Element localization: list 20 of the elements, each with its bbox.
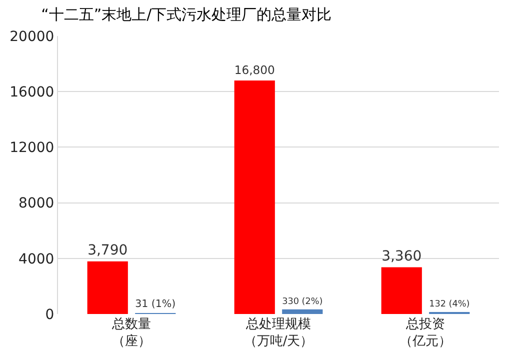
bar bbox=[381, 267, 422, 314]
data-label: 132 (4%) bbox=[429, 299, 470, 310]
y-tick-label: 16000 bbox=[10, 84, 54, 100]
bar bbox=[87, 261, 128, 314]
bar bbox=[282, 309, 323, 314]
x-tick-label: 总数量（座） bbox=[111, 317, 151, 349]
y-tick-label: 4000 bbox=[18, 251, 54, 268]
data-label: 3,790 bbox=[88, 242, 128, 258]
data-label: 330 (2%) bbox=[282, 296, 323, 307]
chart-title: “十二五”末地上/下式污水处理厂的总量对比 bbox=[41, 6, 332, 24]
y-tick-label: 8000 bbox=[18, 196, 54, 212]
bar bbox=[234, 80, 275, 314]
y-tick-label: 20000 bbox=[10, 28, 54, 45]
x-tick-label: 总投资（亿元） bbox=[400, 317, 452, 349]
y-tick-label: 0 bbox=[45, 306, 54, 323]
data-label: 3,360 bbox=[382, 248, 422, 264]
y-tick-label: 12000 bbox=[10, 140, 54, 156]
data-label: 16,800 bbox=[234, 63, 275, 78]
data-label: 31 (1%) bbox=[135, 298, 176, 310]
x-tick-label: 总处理规模（万吨/天） bbox=[244, 317, 314, 349]
